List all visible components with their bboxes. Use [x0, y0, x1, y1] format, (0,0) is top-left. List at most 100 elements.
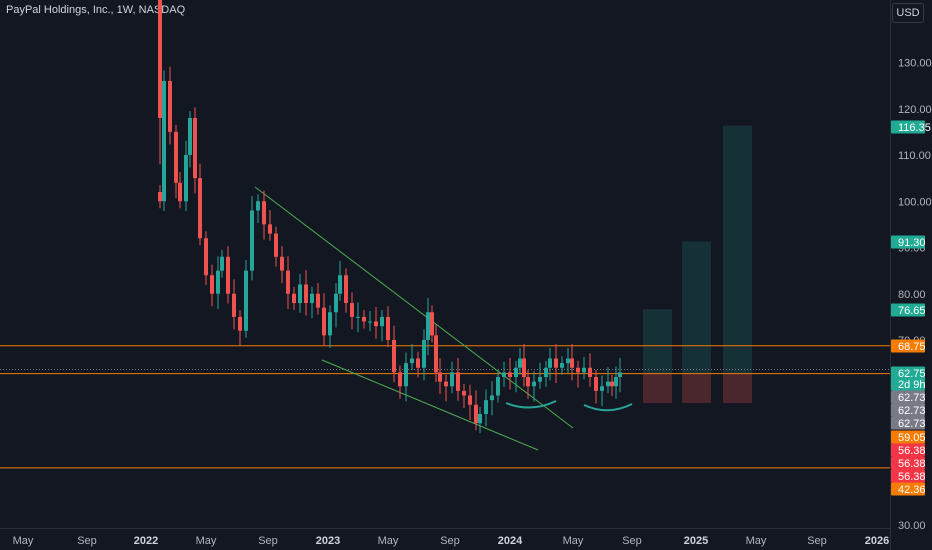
candle-body: [386, 316, 390, 340]
currency-button[interactable]: USD: [892, 3, 924, 23]
x-tick-label: May: [196, 535, 217, 547]
x-tick-label: May: [563, 535, 584, 547]
price-tag-label: 91.30: [898, 237, 926, 249]
y-tick-label: 30.00: [898, 520, 926, 532]
candle-body: [158, 192, 162, 202]
candle-body: [522, 358, 526, 377]
candle-body: [532, 381, 536, 387]
candle-body: [508, 372, 512, 377]
stop-zone: [723, 373, 752, 403]
price-tag-label: 42.36: [898, 484, 926, 496]
candle-body: [158, 0, 162, 118]
candle-body: [484, 400, 488, 414]
channel-lower-line: [321, 359, 539, 451]
chart-title: PayPal Holdings, Inc., 1W, NASDAQ: [6, 4, 186, 16]
price-tag-label: 59.05: [898, 432, 926, 444]
candle-body: [496, 377, 500, 396]
candle-body: [344, 275, 348, 303]
candle-body: [262, 201, 266, 225]
candle-body: [526, 377, 530, 387]
candle-body: [502, 372, 506, 377]
y-tick-label: 100.00: [898, 196, 932, 208]
price-tag: [891, 482, 925, 496]
candle-body: [193, 118, 197, 179]
price-tag: [891, 469, 925, 483]
x-tick-label: 2026: [865, 535, 889, 547]
candle-body: [398, 372, 402, 387]
price-tag-label: 62.73: [898, 392, 926, 404]
candle-body: [570, 358, 574, 368]
candle-body: [380, 316, 384, 327]
candle-body: [566, 358, 570, 364]
candle-body: [178, 182, 182, 202]
target-zone: [643, 309, 672, 374]
stop-zone: [643, 373, 672, 403]
candle-body: [444, 381, 448, 387]
price-tag-label: 62.73: [898, 418, 926, 430]
x-tick-label: 2024: [498, 535, 523, 547]
candle-body: [298, 284, 302, 303]
x-tick-label: Sep: [77, 535, 97, 547]
candle-body: [416, 358, 420, 368]
candle-body: [468, 395, 472, 405]
candle-body: [168, 81, 172, 132]
candle-body: [438, 372, 442, 382]
x-tick-label: 2022: [134, 535, 158, 547]
candle-body: [594, 377, 598, 391]
candle-body: [274, 233, 278, 257]
candle-body: [238, 316, 242, 331]
candle-body: [554, 358, 558, 368]
candle-body: [220, 256, 224, 271]
price-tag-label: 76.65: [898, 305, 926, 317]
price-tag-label: 56.38: [898, 458, 926, 470]
channel-upper-line: [254, 186, 574, 429]
candle-body: [198, 178, 202, 239]
candle-body: [434, 335, 438, 373]
candle-body: [392, 340, 396, 373]
candle-body: [328, 312, 332, 336]
price-tag: [891, 403, 925, 417]
candle-body: [292, 293, 296, 303]
candle-body: [462, 390, 466, 396]
price-tag: [891, 303, 925, 317]
candle-body: [188, 118, 192, 155]
candle-body: [350, 303, 354, 317]
price-tag: [891, 366, 925, 380]
price-tag: [891, 416, 925, 430]
price-tag: [891, 390, 925, 404]
price-tag-label: 62.73: [898, 405, 926, 417]
candle-body: [280, 256, 284, 271]
candle-body: [162, 81, 166, 202]
candle-body: [514, 367, 518, 377]
candle-body: [184, 155, 188, 202]
candle-body: [268, 224, 272, 234]
y-tick-label: 130.00: [898, 58, 932, 70]
candle-body: [618, 372, 622, 377]
candle-body: [606, 381, 610, 387]
candle-body: [582, 367, 586, 373]
candle-body: [518, 358, 522, 368]
candle-body: [286, 270, 290, 294]
x-tick-label: Sep: [440, 535, 460, 547]
candle-body: [204, 238, 208, 276]
price-tag: [891, 339, 925, 353]
candle-body: [478, 414, 482, 424]
candle-body: [544, 367, 548, 377]
candle-body: [474, 404, 478, 424]
price-tag: [891, 430, 925, 444]
price-tag-label: 56.38: [898, 445, 926, 457]
x-tick-label: Sep: [807, 535, 827, 547]
candle-body: [216, 270, 220, 294]
candle-body: [430, 312, 434, 336]
price-tag-label: 56.38: [898, 471, 926, 483]
candle-body: [368, 321, 372, 323]
candle-body: [210, 275, 214, 294]
candle-body: [244, 270, 248, 331]
x-tick-label: May: [378, 535, 399, 547]
candle-body: [576, 367, 580, 373]
candle-body: [588, 367, 592, 377]
x-tick-label: 2023: [316, 535, 340, 547]
candle-body: [450, 372, 454, 387]
x-tick-label: Sep: [258, 535, 278, 547]
